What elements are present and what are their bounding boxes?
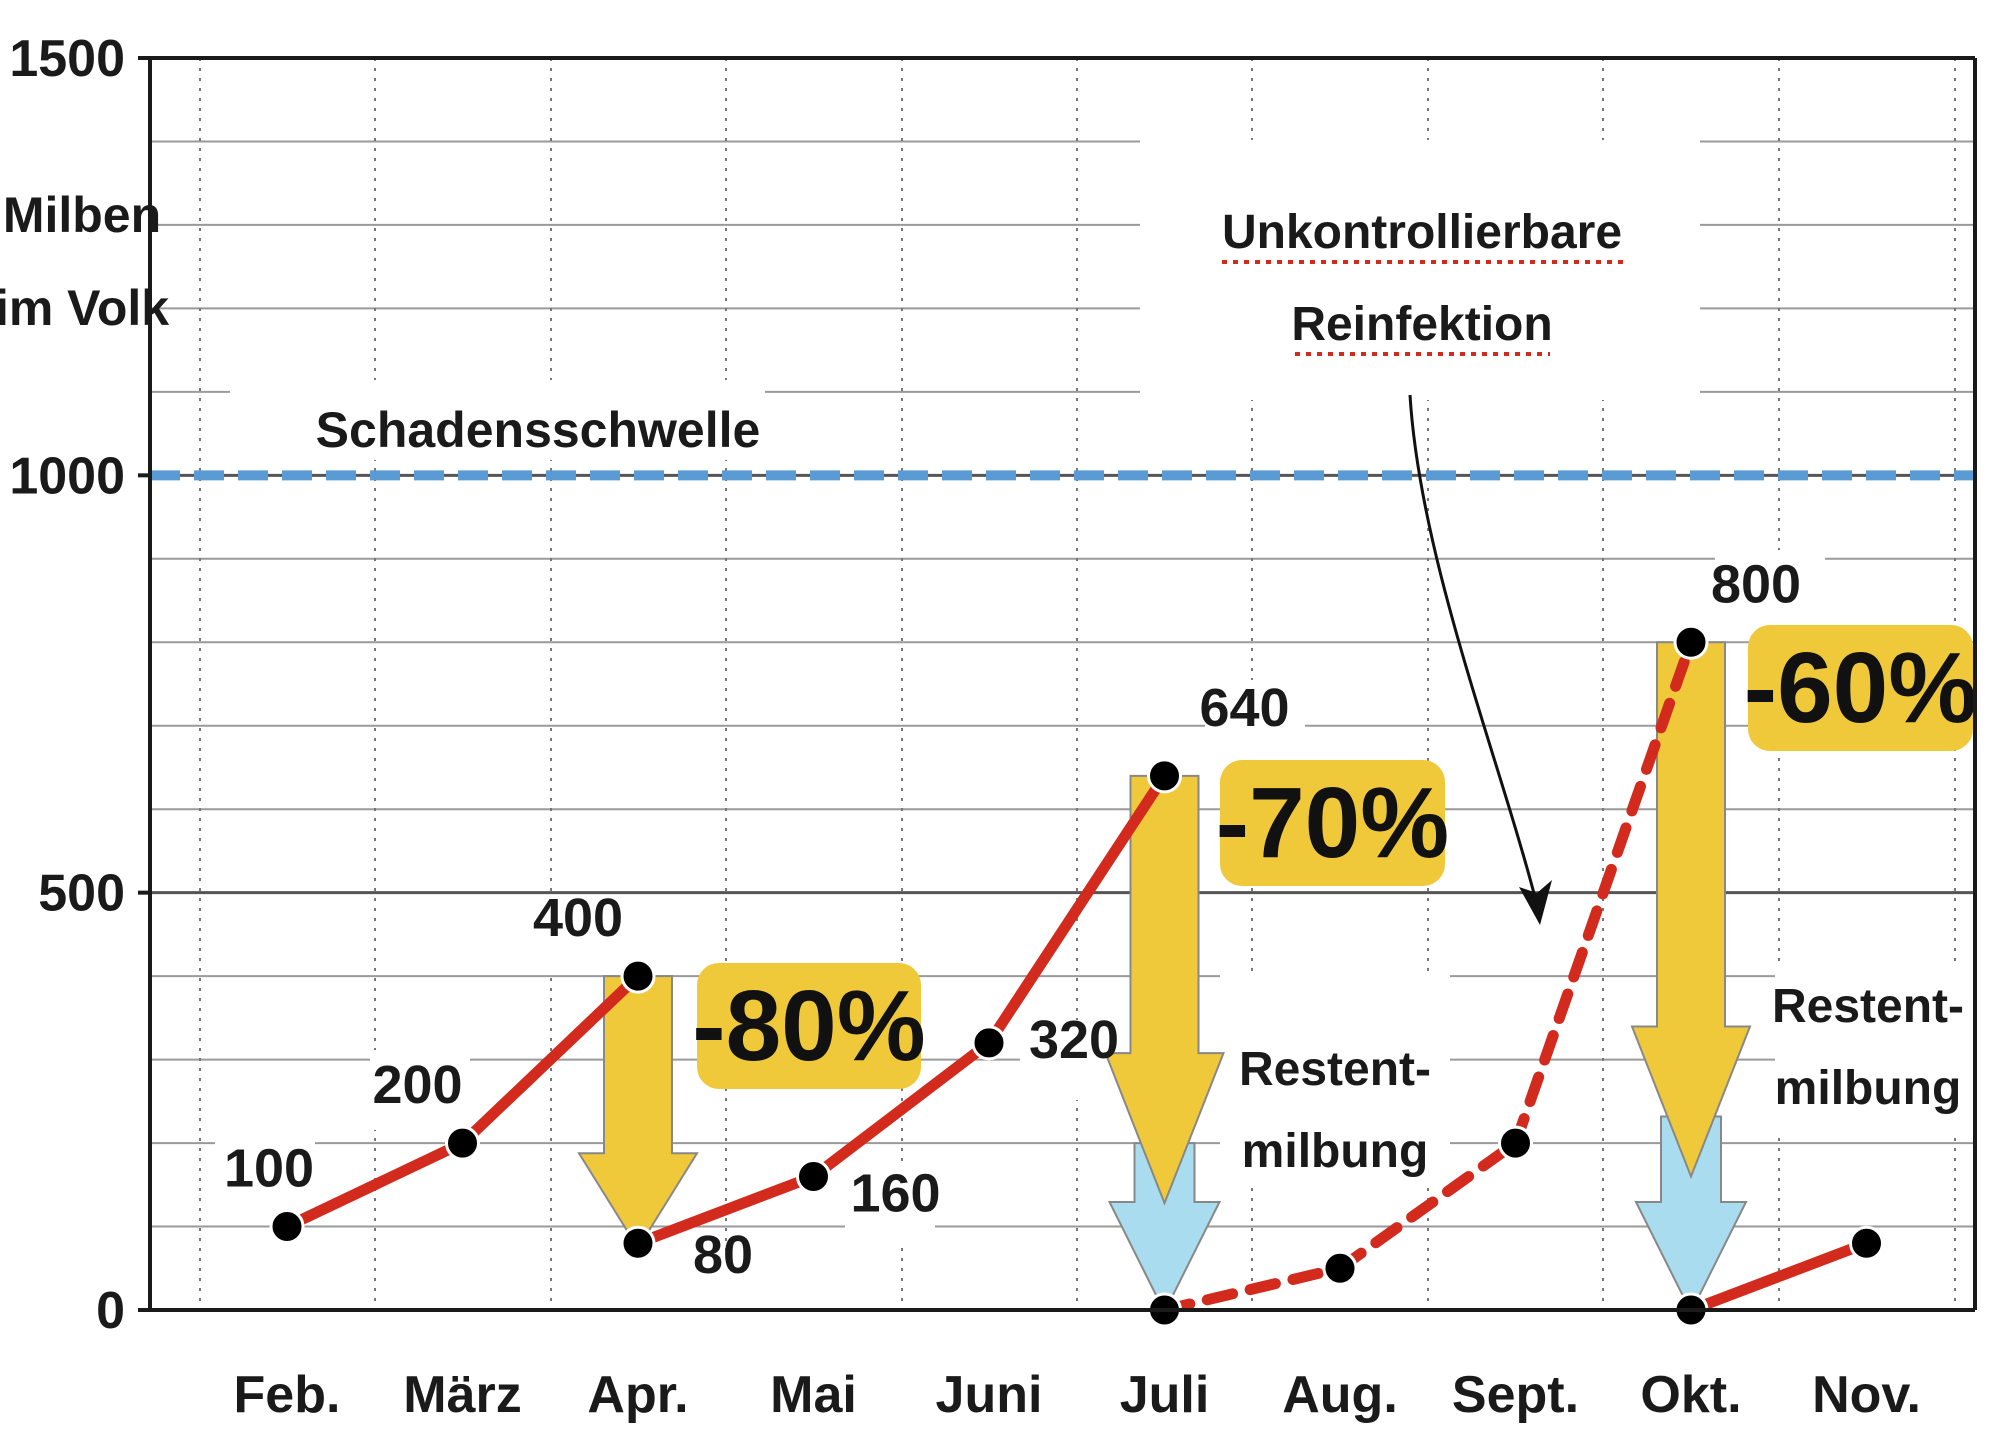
y-tick-label: 500 [38, 865, 125, 923]
label-bg-320 [1020, 1020, 1110, 1100]
y-tick-label: 0 [96, 1282, 125, 1340]
label-bg-200 [370, 1050, 470, 1130]
annotation-bg [1140, 140, 1700, 400]
y-axis-label: im Volk [0, 280, 169, 336]
data-point [1673, 624, 1709, 660]
data-point [620, 958, 656, 994]
threshold-label: Schadensschwelle [316, 402, 761, 458]
series-segment [983, 770, 1170, 1049]
data-point [1849, 1225, 1884, 1261]
percent-label: -60% [1744, 632, 1977, 744]
data-label: 160 [850, 1163, 940, 1223]
series-lines [281, 636, 1872, 1316]
x-tick-label: Nov. [1812, 1366, 1921, 1424]
y-axis-label: Milben [3, 187, 161, 243]
data-label: 320 [1029, 1010, 1119, 1070]
treatment-arrows [577, 625, 1973, 1315]
label-bg-640 [1205, 680, 1305, 765]
data-label: 80 [693, 1225, 753, 1285]
rest-label-bg-1 [1220, 975, 1450, 1185]
data-point [620, 1225, 656, 1261]
data-label: 100 [224, 1139, 314, 1199]
x-tick-label: Okt. [1640, 1366, 1741, 1424]
chart-texts: 100 200 400 80 160 320 640 800 -80% -70% Restent-m… [224, 206, 1977, 1285]
rest-label: milbung [1775, 1062, 1962, 1115]
data-point [796, 1158, 831, 1194]
series-segment-dashed [1159, 1262, 1346, 1316]
rest-arrow-blue [1634, 1115, 1748, 1315]
rest-label: Restent- [1772, 980, 1964, 1033]
treatment-arrow-yellow [577, 975, 699, 1251]
data-points [269, 624, 1884, 1328]
y-tick-label: 1500 [9, 30, 125, 88]
x-tick-label: Sept. [1452, 1366, 1579, 1424]
label-bg-100 [215, 1130, 315, 1210]
x-tick-label: März [403, 1366, 521, 1424]
data-label: 400 [533, 888, 623, 948]
annotation-line-2: Reinfektion [1291, 298, 1552, 351]
x-tick-label: Juli [1120, 1366, 1210, 1424]
rest-label: milbung [1242, 1125, 1429, 1178]
rest-label-bg-2 [1775, 965, 1985, 1135]
x-tick-label: Apr. [587, 1366, 688, 1424]
axes: 0 500 1000 1500 Milben im Volk Feb. März Apr. Mai… [0, 30, 1977, 1424]
x-tick-label: Juni [936, 1366, 1043, 1424]
data-point [269, 1209, 305, 1245]
data-point [971, 1025, 1007, 1061]
data-label: 200 [372, 1055, 462, 1115]
annotation-line-1: Unkontrollierbare [1222, 206, 1622, 259]
series-segment [808, 1037, 995, 1182]
series-segment [632, 1170, 819, 1249]
label-bg-160 [845, 1165, 935, 1245]
label-bg-800 [1715, 550, 1825, 630]
series-segment [457, 970, 644, 1149]
data-point [1498, 1125, 1533, 1161]
data-label: 800 [1711, 554, 1801, 614]
series-segment [281, 1137, 468, 1233]
label-backgrounds [215, 140, 1985, 1325]
series-segment-dashed [1334, 1137, 1521, 1274]
data-point [1322, 1250, 1358, 1286]
threshold-label-bg [230, 380, 765, 460]
annotation-arrowhead [1519, 880, 1552, 925]
percent-badge [1220, 760, 1445, 886]
treatment-arrow-yellow [1104, 774, 1225, 1206]
x-tick-label: Aug. [1282, 1366, 1398, 1424]
x-tick-label: Mai [770, 1366, 857, 1424]
label-bg-400 [530, 895, 630, 975]
y-tick-label: 1000 [9, 447, 125, 505]
rest-arrow-blue [1107, 1142, 1222, 1315]
percent-label: -70% [1216, 767, 1449, 879]
data-label: 640 [1199, 678, 1289, 738]
annotation-arrow-line [1408, 394, 1539, 906]
rest-label: Restent- [1239, 1043, 1431, 1096]
label-bg-80 [690, 1255, 765, 1325]
percent-label: -80% [692, 970, 925, 1082]
data-point [1147, 758, 1182, 794]
x-tick-label: Feb. [234, 1366, 341, 1424]
percent-badge [697, 963, 921, 1089]
series-segment-dashed [1510, 636, 1697, 1149]
series-segment [1685, 1237, 1872, 1316]
percent-badge [1748, 625, 1973, 751]
treatment-arrow-yellow [1630, 641, 1752, 1180]
data-point [445, 1125, 480, 1161]
